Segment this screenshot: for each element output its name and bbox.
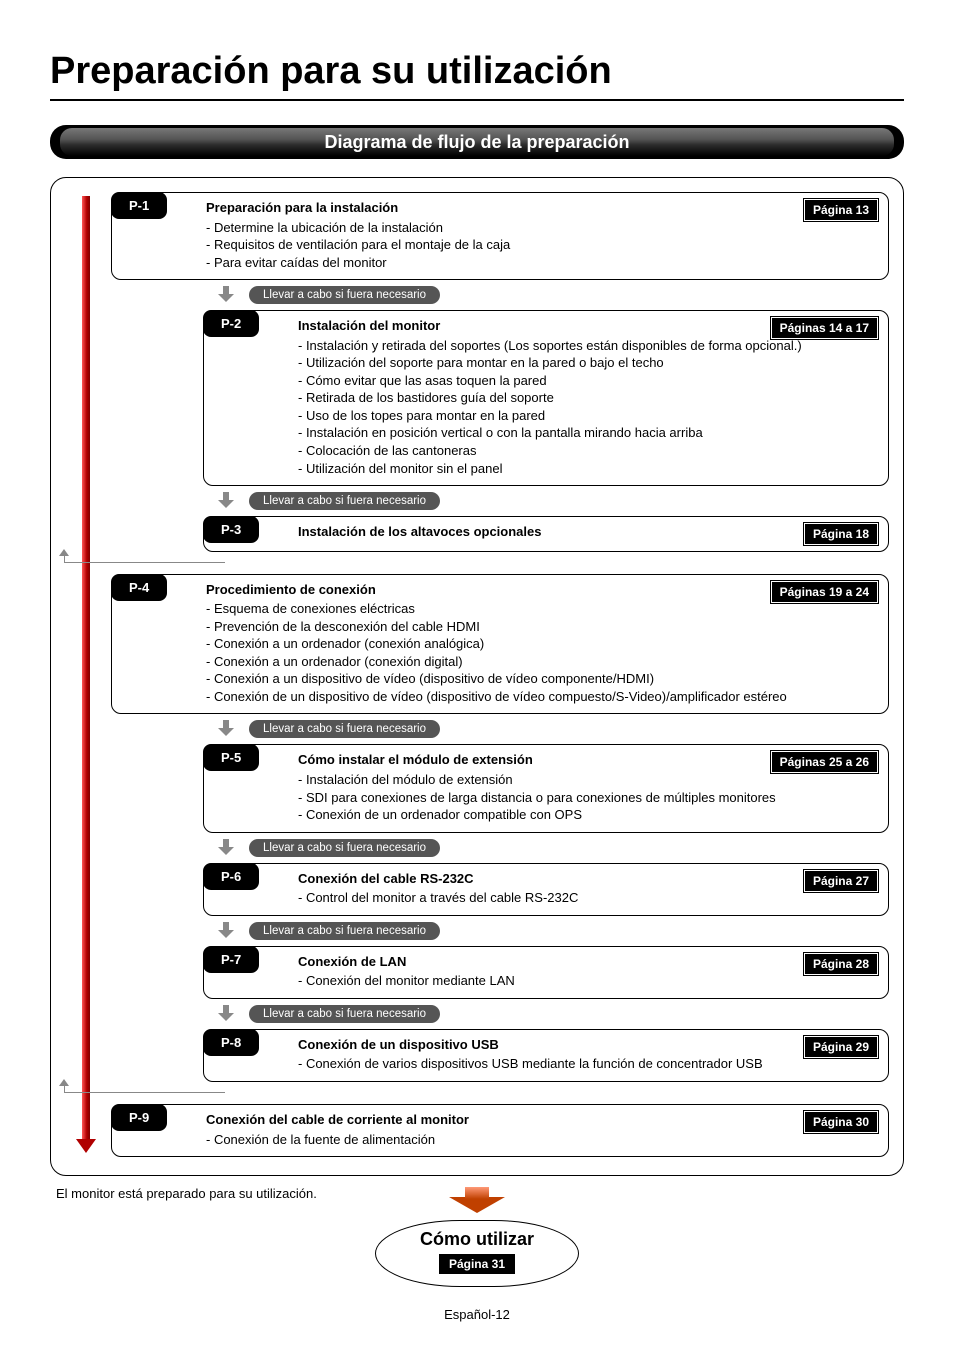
title-rule	[50, 99, 904, 101]
page-ref: Página 30	[804, 1111, 878, 1133]
necessary-row: Llevar a cabo si fuera necesario	[203, 720, 889, 738]
page-ref: Páginas 25 a 26	[771, 751, 878, 773]
page-footer: Español-12	[0, 1307, 954, 1322]
step-title: Conexión del cable de corriente al monit…	[206, 1111, 878, 1129]
page-ref: Página 28	[804, 953, 878, 975]
final-bubble-title: Cómo utilizar	[420, 1229, 534, 1250]
down-arrow-icon	[215, 839, 237, 857]
flow-frame: P-1 Página 13 Preparación para la instal…	[50, 177, 904, 1176]
branch-return	[65, 556, 889, 570]
necessary-row: Llevar a cabo si fuera necesario	[203, 1005, 889, 1023]
step-label: P-9	[111, 1104, 167, 1131]
final-bubble-page: Página 31	[439, 1254, 515, 1274]
section-header-text: Diagrama de flujo de la preparación	[324, 132, 629, 153]
step-label: P-7	[203, 946, 259, 973]
branch-return	[65, 1086, 889, 1100]
necessary-label: Llevar a cabo si fuera necesario	[249, 922, 440, 940]
necessary-row: Llevar a cabo si fuera necesario	[203, 286, 889, 304]
down-arrow-icon	[215, 922, 237, 940]
page-ref: Páginas 19 a 24	[771, 581, 878, 603]
step-p5: P-5 Páginas 25 a 26 Cómo instalar el mód…	[203, 744, 889, 832]
step-p1: P-1 Página 13 Preparación para la instal…	[111, 192, 889, 280]
page-ref: Página 29	[804, 1036, 878, 1058]
necessary-row: Llevar a cabo si fuera necesario	[203, 492, 889, 510]
main-flow-arrow	[79, 192, 93, 1157]
down-arrow-icon	[215, 720, 237, 738]
final-bubble: Cómo utilizar Página 31	[375, 1220, 579, 1287]
necessary-row: Llevar a cabo si fuera necesario	[203, 839, 889, 857]
page-ref: Página 13	[804, 199, 878, 221]
step-title: Conexión del cable RS-232C	[298, 870, 878, 888]
step-label: P-1	[111, 192, 167, 219]
step-label: P-2	[203, 310, 259, 337]
big-arrow-icon	[449, 1197, 505, 1213]
necessary-label: Llevar a cabo si fuera necesario	[249, 1005, 440, 1023]
step-p2: P-2 Páginas 14 a 17 Instalación del moni…	[203, 310, 889, 486]
necessary-row: Llevar a cabo si fuera necesario	[203, 922, 889, 940]
step-label: P-5	[203, 744, 259, 771]
necessary-label: Llevar a cabo si fuera necesario	[249, 492, 440, 510]
necessary-label: Llevar a cabo si fuera necesario	[249, 720, 440, 738]
step-p9: P-9 Página 30 Conexión del cable de corr…	[111, 1104, 889, 1157]
necessary-label: Llevar a cabo si fuera necesario	[249, 286, 440, 304]
page-ref: Páginas 14 a 17	[771, 317, 878, 339]
step-label: P-3	[203, 516, 259, 543]
step-title: Conexión de LAN	[298, 953, 878, 971]
page-title: Preparación para su utilización	[50, 50, 904, 93]
section-header: Diagrama de flujo de la preparación	[50, 125, 904, 159]
step-p4: P-4 Páginas 19 a 24 Procedimiento de con…	[111, 574, 889, 715]
step-title: Conexión de un dispositivo USB	[298, 1036, 878, 1054]
step-p8: P-8 Página 29 Conexión de un dispositivo…	[203, 1029, 889, 1082]
step-p3: P-3 Página 18 Instalación de los altavoc…	[203, 516, 889, 552]
step-title: Preparación para la instalación	[206, 199, 878, 217]
necessary-label: Llevar a cabo si fuera necesario	[249, 839, 440, 857]
step-label: P-8	[203, 1029, 259, 1056]
final-block: Cómo utilizar Página 31	[50, 1197, 904, 1287]
down-arrow-icon	[215, 1005, 237, 1023]
step-title: Instalación de los altavoces opcionales	[298, 523, 878, 541]
page-ref: Página 27	[804, 870, 878, 892]
page-ref: Página 18	[804, 523, 878, 545]
down-arrow-icon	[215, 492, 237, 510]
page: Preparación para su utilización Diagrama…	[0, 0, 954, 1350]
step-label: P-4	[111, 574, 167, 601]
step-p7: P-7 Página 28 Conexión de LAN - Conexión…	[203, 946, 889, 999]
step-p6: P-6 Página 27 Conexión del cable RS-232C…	[203, 863, 889, 916]
down-arrow-icon	[215, 286, 237, 304]
step-label: P-6	[203, 863, 259, 890]
